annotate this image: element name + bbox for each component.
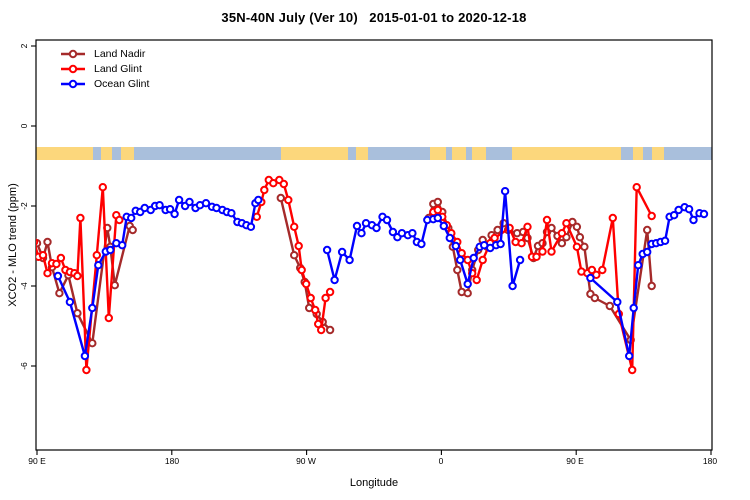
x-tick-label: 90 E xyxy=(566,456,584,466)
x-tick-label: 180 xyxy=(164,456,180,466)
legend-item-ocean-glint: Ocean Glint xyxy=(60,76,149,91)
y-tick-label: 2 xyxy=(19,43,29,49)
chart-title: 35N-40N July (Ver 10) 2015-01-01 to 2020… xyxy=(221,10,527,25)
legend-item-land-nadir: Land Nadir xyxy=(60,46,149,61)
line-circle-swatch-icon xyxy=(61,49,85,58)
line-circle-swatch-icon xyxy=(61,64,85,73)
legend-label-land-glint: Land Glint xyxy=(94,62,142,75)
legend-label-ocean-glint: Ocean Glint xyxy=(94,77,150,90)
x-tick-label: 90 W xyxy=(296,456,316,466)
y-tick-label: -6 xyxy=(19,362,29,370)
legend-label-land-nadir: Land Nadir xyxy=(94,47,146,60)
y-axis-title: XCO2 - MLO trend (ppm) xyxy=(7,183,19,307)
y-tick-label: -4 xyxy=(19,282,29,290)
x-axis-title: Longitude xyxy=(349,477,399,489)
x-tick-label: 90 E xyxy=(28,456,46,466)
legend: Land Nadir Land Glint Ocean Glint xyxy=(60,46,149,91)
legend-item-land-glint: Land Glint xyxy=(60,61,149,76)
line-circle-swatch-icon xyxy=(61,79,85,88)
y-tick-label: 0 xyxy=(19,123,29,129)
x-tick-label: 180 xyxy=(702,456,718,466)
y-tick-label: -2 xyxy=(19,202,29,210)
x-tick-label: 0 xyxy=(438,456,444,466)
